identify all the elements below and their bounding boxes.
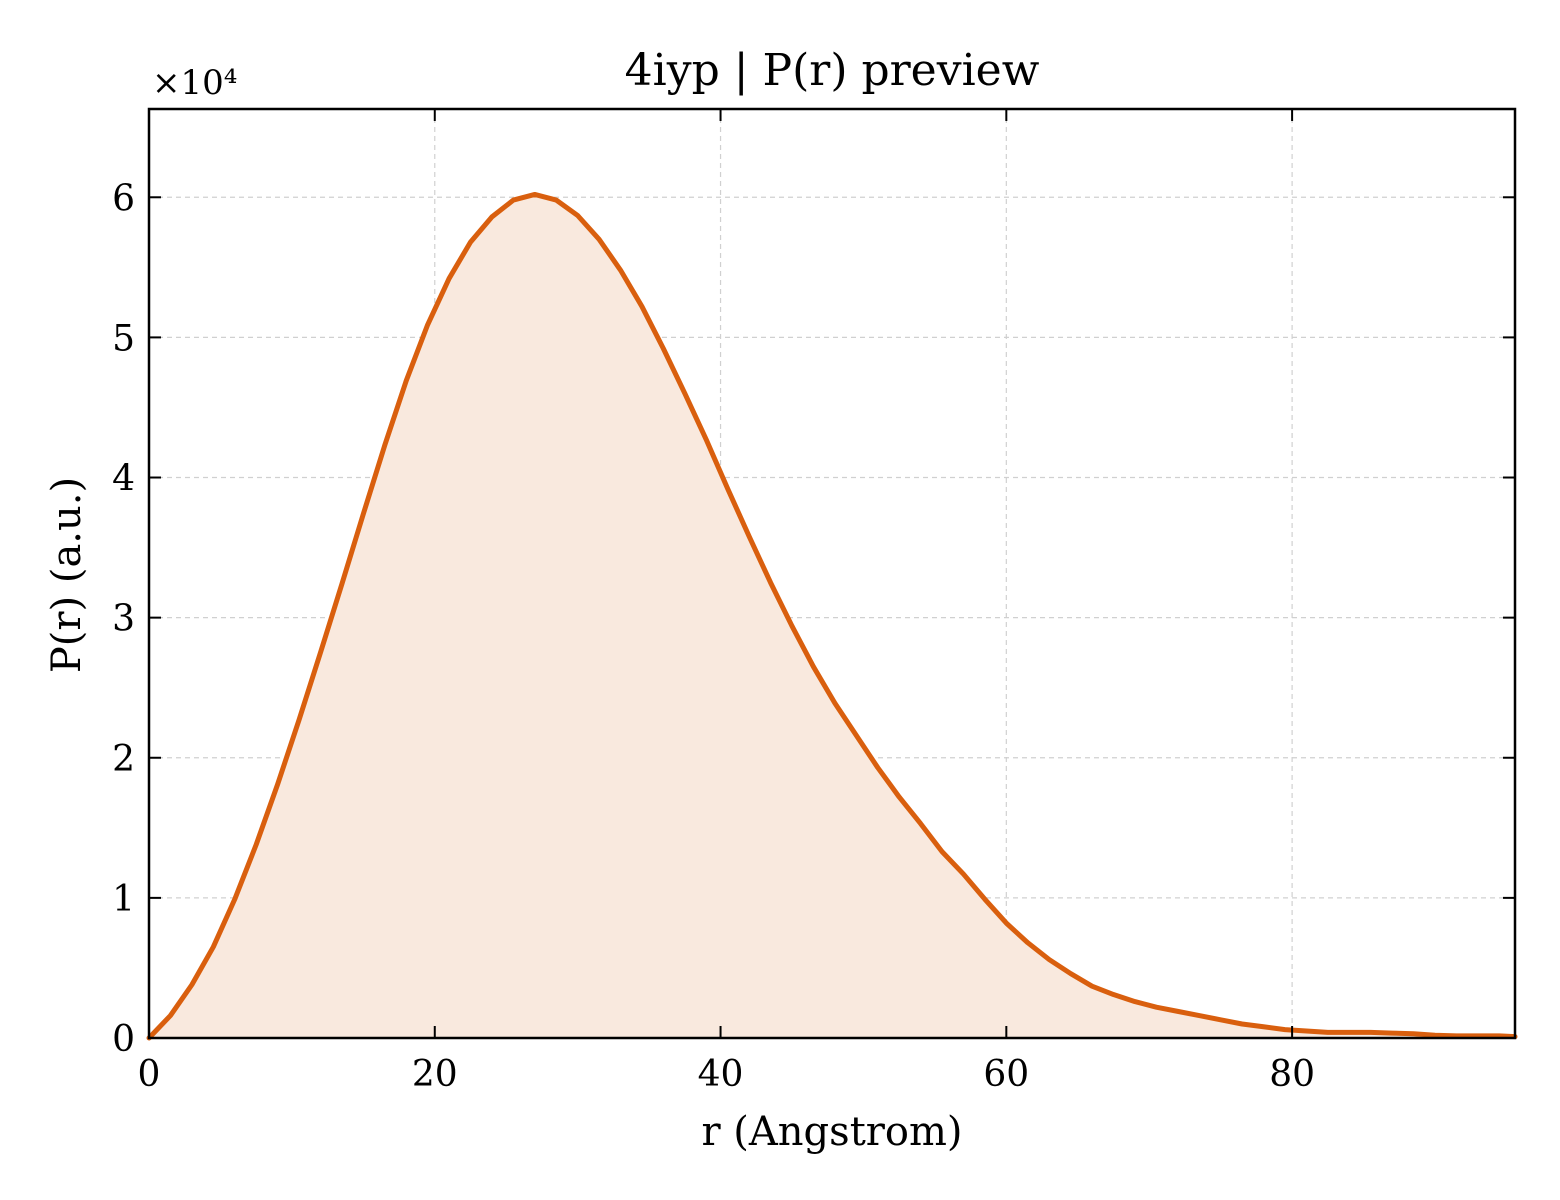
chart-title: 4iyp | P(r) preview (625, 45, 1040, 96)
x-tick-label: 20 (412, 1054, 458, 1095)
y-tick-label: 2 (112, 739, 135, 780)
y-tick-label: 5 (112, 318, 135, 359)
y-axis-label: P(r) (a.u.) (44, 477, 90, 673)
y-multiplier-label: ×10⁴ (152, 63, 237, 103)
plot-frame (147, 107, 1517, 1040)
x-tick-label: 0 (138, 1054, 161, 1095)
y-tick-label: 6 (112, 178, 135, 219)
pr-area-fill (149, 194, 1515, 1039)
y-tick-label: 1 (112, 879, 135, 920)
x-tick-label: 80 (1269, 1054, 1315, 1095)
y-tick-label: 4 (112, 459, 135, 500)
y-tick-label: 3 (112, 599, 135, 640)
x-tick-label: 40 (698, 1054, 744, 1095)
y-tick-label: 0 (112, 1019, 135, 1060)
axis-ticks: 0 20 40 60 80 0 1 2 3 4 5 6 (112, 109, 1515, 1095)
x-tick-label: 60 (983, 1054, 1029, 1095)
x-axis-label: r (Angstrom) (701, 1109, 962, 1155)
